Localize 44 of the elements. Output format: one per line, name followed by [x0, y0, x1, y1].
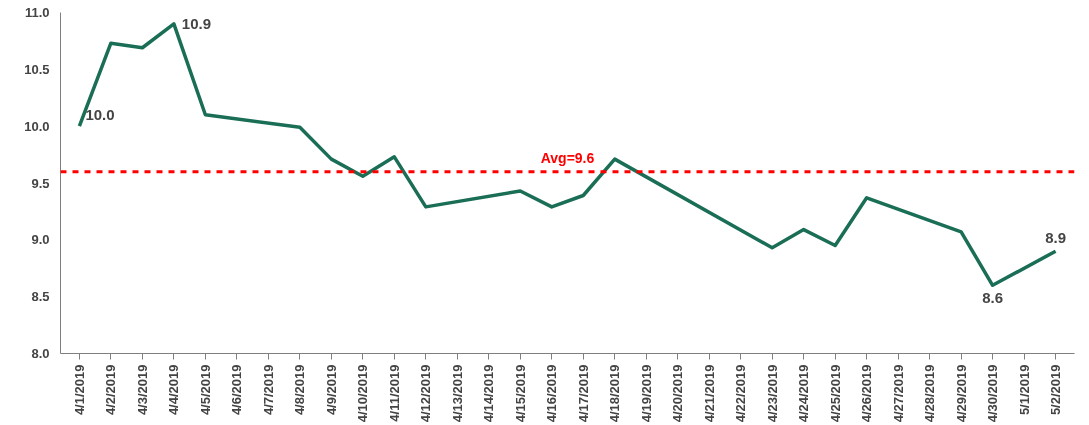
y-tick-label: 9.5: [31, 175, 50, 191]
x-tick-label: 4/14/2019: [481, 364, 497, 423]
y-tick-label: 10.5: [24, 61, 50, 77]
x-tick-label: 4/8/2019: [292, 364, 308, 416]
data-label: 10.0: [85, 106, 115, 124]
x-tick-label: 4/20/2019: [670, 364, 686, 423]
x-tick-label: 4/18/2019: [607, 364, 623, 423]
data-label: 8.6: [982, 289, 1004, 307]
x-tick-label: 4/27/2019: [890, 364, 906, 423]
x-tick-label: 4/23/2019: [764, 364, 780, 423]
x-tick-label: 5/2/2019: [1048, 364, 1064, 416]
x-tick-label: 4/3/2019: [134, 364, 150, 416]
ref-line-label: Avg=9.6: [540, 149, 595, 166]
x-tick-label: 4/24/2019: [796, 364, 812, 423]
y-tick-label: 8.5: [31, 289, 50, 305]
x-tick-label: 4/25/2019: [827, 364, 843, 423]
x-tick-label: 4/5/2019: [197, 364, 213, 416]
x-tick-label: 4/17/2019: [575, 364, 591, 423]
x-tick-label: 4/13/2019: [449, 364, 465, 423]
x-tick-label: 4/19/2019: [638, 364, 654, 423]
data-label: 10.9: [181, 14, 212, 32]
y-tick-label: 11.0: [24, 5, 50, 20]
x-tick-label: 4/6/2019: [229, 364, 245, 416]
x-tick-label: 4/2/2019: [103, 364, 119, 416]
x-tick-label: 4/21/2019: [701, 364, 717, 423]
data-label: 8.9: [1045, 229, 1067, 247]
x-tick-label: 4/26/2019: [859, 364, 875, 423]
x-tick-label: 5/1/2019: [1016, 364, 1032, 416]
x-tick-label: 4/29/2019: [953, 364, 969, 423]
x-tick-label: 4/28/2019: [922, 364, 938, 423]
y-tick-label: 8.0: [31, 346, 50, 361]
x-tick-label: 4/4/2019: [166, 364, 182, 416]
x-tick-label: 4/16/2019: [544, 364, 560, 423]
x-tick-label: 4/9/2019: [323, 364, 339, 416]
x-tick-label: 4/30/2019: [985, 364, 1001, 423]
x-tick-label: 4/7/2019: [260, 364, 276, 416]
x-tick-label: 4/12/2019: [418, 364, 434, 423]
y-tick-label: 10.0: [24, 118, 50, 134]
x-tick-label: 4/11/2019: [386, 364, 402, 422]
x-tick-label: 4/10/2019: [355, 364, 371, 423]
x-tick-label: 4/22/2019: [733, 364, 749, 423]
x-tick-label: 4/1/2019: [71, 364, 87, 416]
x-tick-label: 4/15/2019: [512, 364, 528, 423]
y-tick-label: 9.0: [31, 232, 50, 248]
